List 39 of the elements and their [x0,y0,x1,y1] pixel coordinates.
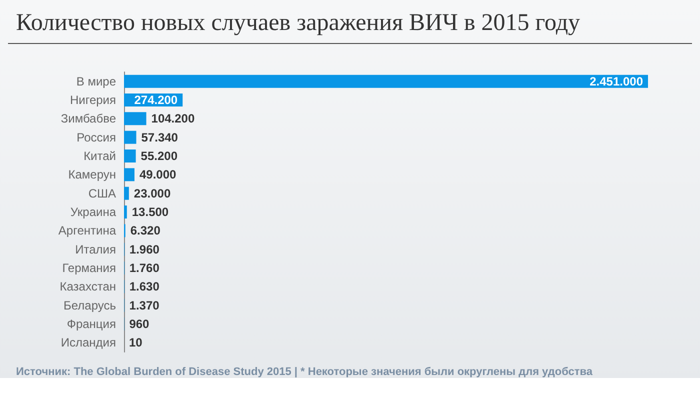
data-label: 1.760 [129,261,160,275]
bar [124,74,648,88]
bar [124,130,136,144]
bar [124,168,134,182]
data-label: 49.000 [139,168,177,182]
bar [124,186,129,200]
y-tick-label: Исландия [60,336,116,350]
data-label: 13.500 [132,205,169,219]
y-tick-label: Украина [70,205,116,219]
data-label: 274.200 [134,93,178,107]
data-label: 2.451.000 [590,74,644,88]
data-label: 1.630 [129,280,160,294]
data-label: 6.320 [130,224,161,238]
y-tick-label: Германия [62,261,116,275]
chart-title: Количество новых случаев заражения ВИЧ в 2015 году [8,0,692,44]
y-tick-label: Китай [84,149,116,163]
data-label: 960 [129,317,150,331]
y-tick-label: Россия [76,130,116,144]
data-label: 10 [129,336,143,350]
bar [124,112,146,126]
y-tick-label: Италия [75,242,116,256]
y-tick-label: США [88,186,116,200]
y-tick-label: Камерун [68,168,116,182]
data-label: 1.370 [129,298,160,312]
y-tick-label: Беларусь [64,298,116,312]
y-tick-label: Франция [66,317,116,331]
y-tick-label: Зимбабве [60,112,116,126]
bar [124,150,136,162]
text: Источник: The Global Burden of Disease Study 2015 | * Некоторые значения были округлены для удобства [15,365,594,378]
data-label: 1.960 [129,242,160,256]
y-tick-label: В мире [76,74,116,88]
data-label: 23.000 [134,186,171,200]
data-label: 104.200 [151,112,195,126]
y-tick-label: Аргентина [58,224,116,238]
data-label: 55.200 [140,149,178,163]
y-tick-label: Казахстан [60,280,116,294]
data-label: 57.340 [141,130,178,144]
y-tick-label: Нигерия [70,93,116,107]
bar [124,206,127,218]
